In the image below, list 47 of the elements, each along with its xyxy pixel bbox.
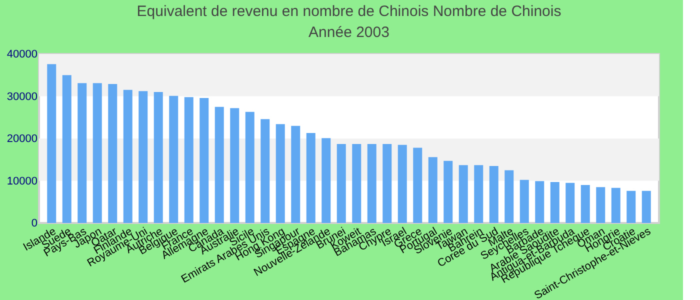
bar [108,84,118,223]
bar [520,180,529,223]
bar [92,83,102,223]
chart-title: Equivalent de revenu en nombre de Chinois Nombre de Chinois [136,3,562,20]
bar [535,181,544,223]
bar [138,91,148,223]
bar [596,187,606,223]
bar [230,108,240,223]
bar [336,144,346,223]
bar [474,165,484,223]
bar [260,119,270,223]
bar [550,182,560,223]
bar [642,190,651,223]
y-tick-label: 30000 [6,90,38,103]
bar [276,124,285,223]
bar [306,133,316,223]
y-tick-label: 20000 [6,133,38,145]
chart-subtitle: Année 2003 [308,24,390,41]
bar [154,92,163,223]
bar [566,182,575,223]
bar [184,97,194,223]
y-tick-label: 40000 [6,48,38,60]
bar [398,144,407,223]
bar [444,160,453,223]
bar [78,83,87,223]
bar [413,148,422,223]
bar [382,144,392,223]
bar [322,138,331,223]
bar [291,126,300,223]
bar [47,64,56,223]
bar [504,170,514,223]
bar [123,90,132,223]
bar [62,75,72,223]
bar [367,144,376,223]
bar [428,157,438,223]
bar [169,96,178,223]
y-tick-label: 10000 [6,175,38,188]
bar [245,112,254,223]
bar [200,98,209,223]
bar [214,106,224,223]
bar [489,166,498,223]
bar [458,165,468,223]
bar [580,184,590,223]
bar [352,144,362,223]
y-tick-label: 0 [31,218,38,230]
bar [626,190,636,223]
bar [611,188,620,223]
